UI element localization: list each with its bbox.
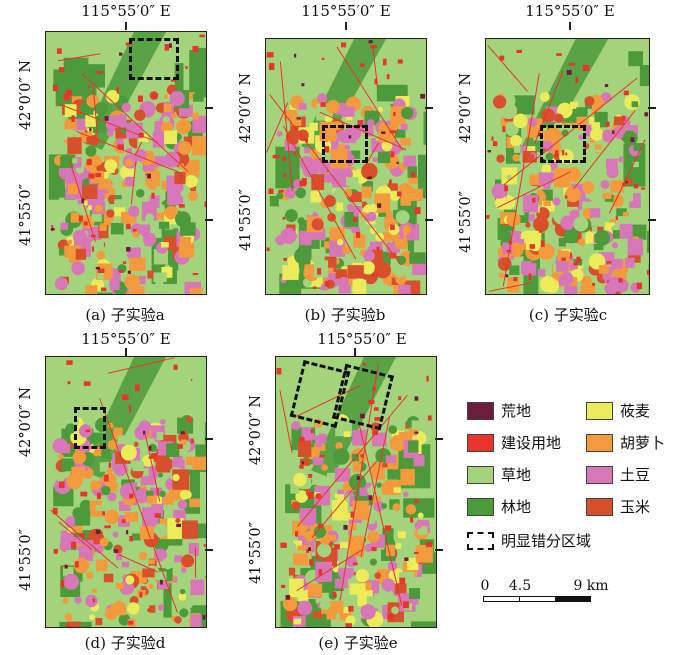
legend-label: 土豆 (620, 466, 651, 484)
scale-segment-white (519, 596, 556, 602)
tick-mark (569, 22, 571, 30)
latitude-label: 42°0′0″ N (18, 386, 34, 458)
tick-mark (125, 22, 127, 30)
legend-swatch (467, 465, 494, 484)
legend-item: 明显错分区域 (467, 530, 591, 551)
misclassified-box (540, 125, 586, 163)
longitude-label: 115°55′0″ E (81, 2, 171, 20)
legend-swatch (467, 433, 494, 452)
tick-mark (648, 107, 656, 109)
legend-swatch (467, 401, 494, 420)
land-cover-raster (266, 39, 426, 294)
latitude-label: 41°55′0″ (18, 528, 34, 592)
land-cover-raster (276, 357, 436, 627)
legend-label: 荒地 (501, 402, 532, 420)
legend-item: 荒地 (467, 400, 531, 421)
misclassified-box (129, 38, 179, 80)
legend-item: 草地 (467, 464, 531, 485)
legend-swatch (467, 497, 494, 516)
legend-label: 胡萝卜 (620, 434, 666, 452)
latitude-label: 41°55′0″ (458, 190, 474, 254)
legend-swatch (586, 465, 613, 484)
land-cover-raster (46, 32, 206, 294)
panel-caption: (e) 子实验e (318, 634, 398, 652)
scale-bar: 0 4.5 9 km (480, 578, 618, 608)
land-cover-raster (46, 357, 206, 627)
legend-item: 玉米 (586, 496, 650, 517)
map-c (485, 38, 650, 295)
latitude-label: 42°0′0″ N (238, 72, 254, 144)
land-cover-raster (486, 39, 649, 294)
legend-swatch (586, 433, 613, 452)
panel-caption: (c) 子实验c (528, 306, 608, 324)
tick-mark (205, 219, 213, 221)
tick-mark (425, 219, 433, 221)
latitude-label: 41°55′0″ (248, 521, 264, 585)
scale-label: 0 (480, 578, 490, 594)
misclassified-box (322, 125, 368, 163)
scale-segment-black (555, 596, 591, 602)
tick-mark (345, 22, 347, 30)
tick-mark (205, 549, 213, 551)
longitude-label: 115°55′0″ E (81, 330, 171, 348)
legend-label: 草地 (501, 466, 532, 484)
tick-mark (354, 348, 356, 356)
tick-mark (205, 107, 213, 109)
legend-label: 林地 (501, 498, 532, 516)
panel-caption: (d) 子实验d (84, 634, 166, 652)
legend-item: 胡萝卜 (586, 432, 665, 453)
misclassified-box (74, 407, 106, 449)
longitude-label: 115°55′0″ E (301, 2, 391, 20)
panel-caption: (b) 子实验b (304, 306, 386, 324)
scale-segment-white (483, 596, 520, 602)
tick-mark (125, 348, 127, 356)
latitude-label: 41°55′0″ (18, 183, 34, 247)
map-a (45, 31, 207, 295)
tick-mark (435, 549, 443, 551)
map-d (45, 356, 207, 628)
legend-swatch (586, 497, 613, 516)
legend-item: 林地 (467, 496, 531, 517)
tick-mark (648, 219, 656, 221)
scale-label: 4.5 (508, 578, 532, 594)
legend-swatch-dashed (467, 531, 494, 550)
map-b (265, 38, 427, 295)
legend-item: 土豆 (586, 464, 650, 485)
tick-mark (435, 438, 443, 440)
map-e (275, 356, 437, 628)
latitude-label: 42°0′0″ N (248, 394, 264, 466)
tick-mark (425, 107, 433, 109)
longitude-label: 115°55′0″ E (317, 330, 407, 348)
legend-label: 玉米 (620, 498, 651, 516)
tick-mark (205, 438, 213, 440)
longitude-label: 115°55′0″ E (525, 2, 615, 20)
legend-item: 莜麦 (586, 400, 650, 421)
legend-label: 莜麦 (620, 402, 651, 420)
latitude-label: 41°55′0″ (238, 188, 254, 252)
legend: 荒地 莜麦 建设用地 胡萝卜 草地 土豆 林地 玉米 明显错分区域 (467, 400, 697, 560)
panel-caption: (a) 子实验a (85, 306, 165, 324)
latitude-label: 42°0′0″ N (18, 59, 34, 131)
latitude-label: 42°0′0″ N (458, 72, 474, 144)
scale-label: 9 km (573, 578, 609, 594)
legend-swatch (586, 401, 613, 420)
legend-item: 建设用地 (467, 432, 561, 453)
legend-label: 明显错分区域 (501, 532, 592, 550)
legend-label: 建设用地 (501, 434, 562, 452)
